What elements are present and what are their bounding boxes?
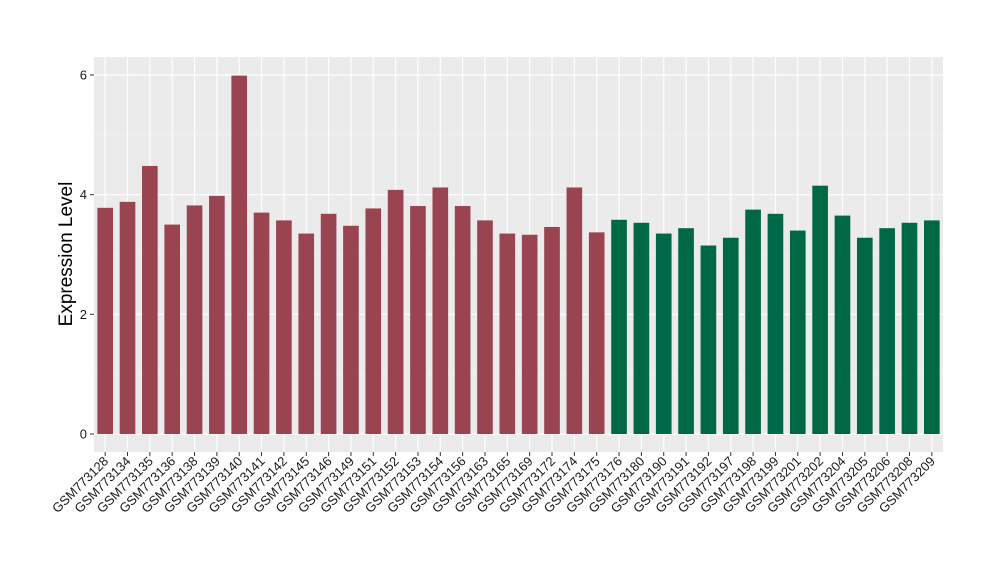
y-tick-label: 0 bbox=[80, 427, 87, 442]
bar-GSM773206 bbox=[879, 228, 895, 434]
bar-GSM773135 bbox=[142, 165, 158, 435]
bar-GSM773128 bbox=[97, 207, 113, 434]
bar-GSM773146 bbox=[320, 213, 337, 434]
bar-GSM773141 bbox=[253, 212, 270, 434]
bar-GSM773154 bbox=[432, 187, 449, 434]
bar-GSM773176 bbox=[611, 219, 627, 434]
bar-GSM773202 bbox=[812, 185, 828, 434]
bar-GSM773136 bbox=[164, 224, 181, 434]
bar-GSM773153 bbox=[410, 206, 426, 434]
bar-GSM773197 bbox=[722, 237, 739, 434]
y-axis: 0 2 4 6 bbox=[80, 68, 94, 442]
bar-GSM773156 bbox=[454, 206, 471, 434]
bar-GSM773201 bbox=[789, 230, 806, 434]
bar-GSM773139 bbox=[209, 195, 225, 434]
y-axis-title: Expression Level bbox=[56, 182, 77, 327]
bar-GSM773134 bbox=[119, 201, 136, 434]
bar-GSM773174 bbox=[566, 187, 583, 434]
bar-GSM773204 bbox=[834, 215, 851, 434]
bar-GSM773149 bbox=[343, 225, 359, 434]
bar-GSM773163 bbox=[477, 220, 493, 434]
y-tick-label: 4 bbox=[80, 187, 87, 202]
bar-GSM773169 bbox=[521, 234, 538, 434]
bar-GSM773140 bbox=[231, 75, 248, 435]
bar-GSM773199 bbox=[767, 213, 784, 434]
bar-GSM773172 bbox=[544, 226, 560, 434]
bar-GSM773208 bbox=[901, 222, 918, 434]
bar-GSM773191 bbox=[678, 228, 694, 434]
bar-GSM773165 bbox=[499, 233, 516, 434]
bar-GSM773190 bbox=[655, 233, 672, 434]
bar-GSM773209 bbox=[924, 220, 940, 434]
x-axis: GSM773128GSM773134GSM773135GSM773136GSM7… bbox=[49, 452, 938, 516]
bar-GSM773192 bbox=[700, 245, 717, 434]
bar-GSM773175 bbox=[588, 232, 605, 434]
y-tick-label: 2 bbox=[80, 307, 87, 322]
bar-GSM773152 bbox=[387, 189, 404, 434]
bar-GSM773180 bbox=[633, 222, 650, 434]
bar-GSM773151 bbox=[365, 208, 382, 434]
bar-GSM773142 bbox=[276, 220, 292, 434]
y-tick-label: 6 bbox=[80, 68, 87, 83]
bar-GSM773138 bbox=[186, 205, 203, 434]
bar-GSM773205 bbox=[856, 237, 873, 434]
bar-GSM773145 bbox=[298, 233, 315, 434]
bars bbox=[97, 75, 940, 435]
bar-GSM773198 bbox=[745, 209, 761, 434]
